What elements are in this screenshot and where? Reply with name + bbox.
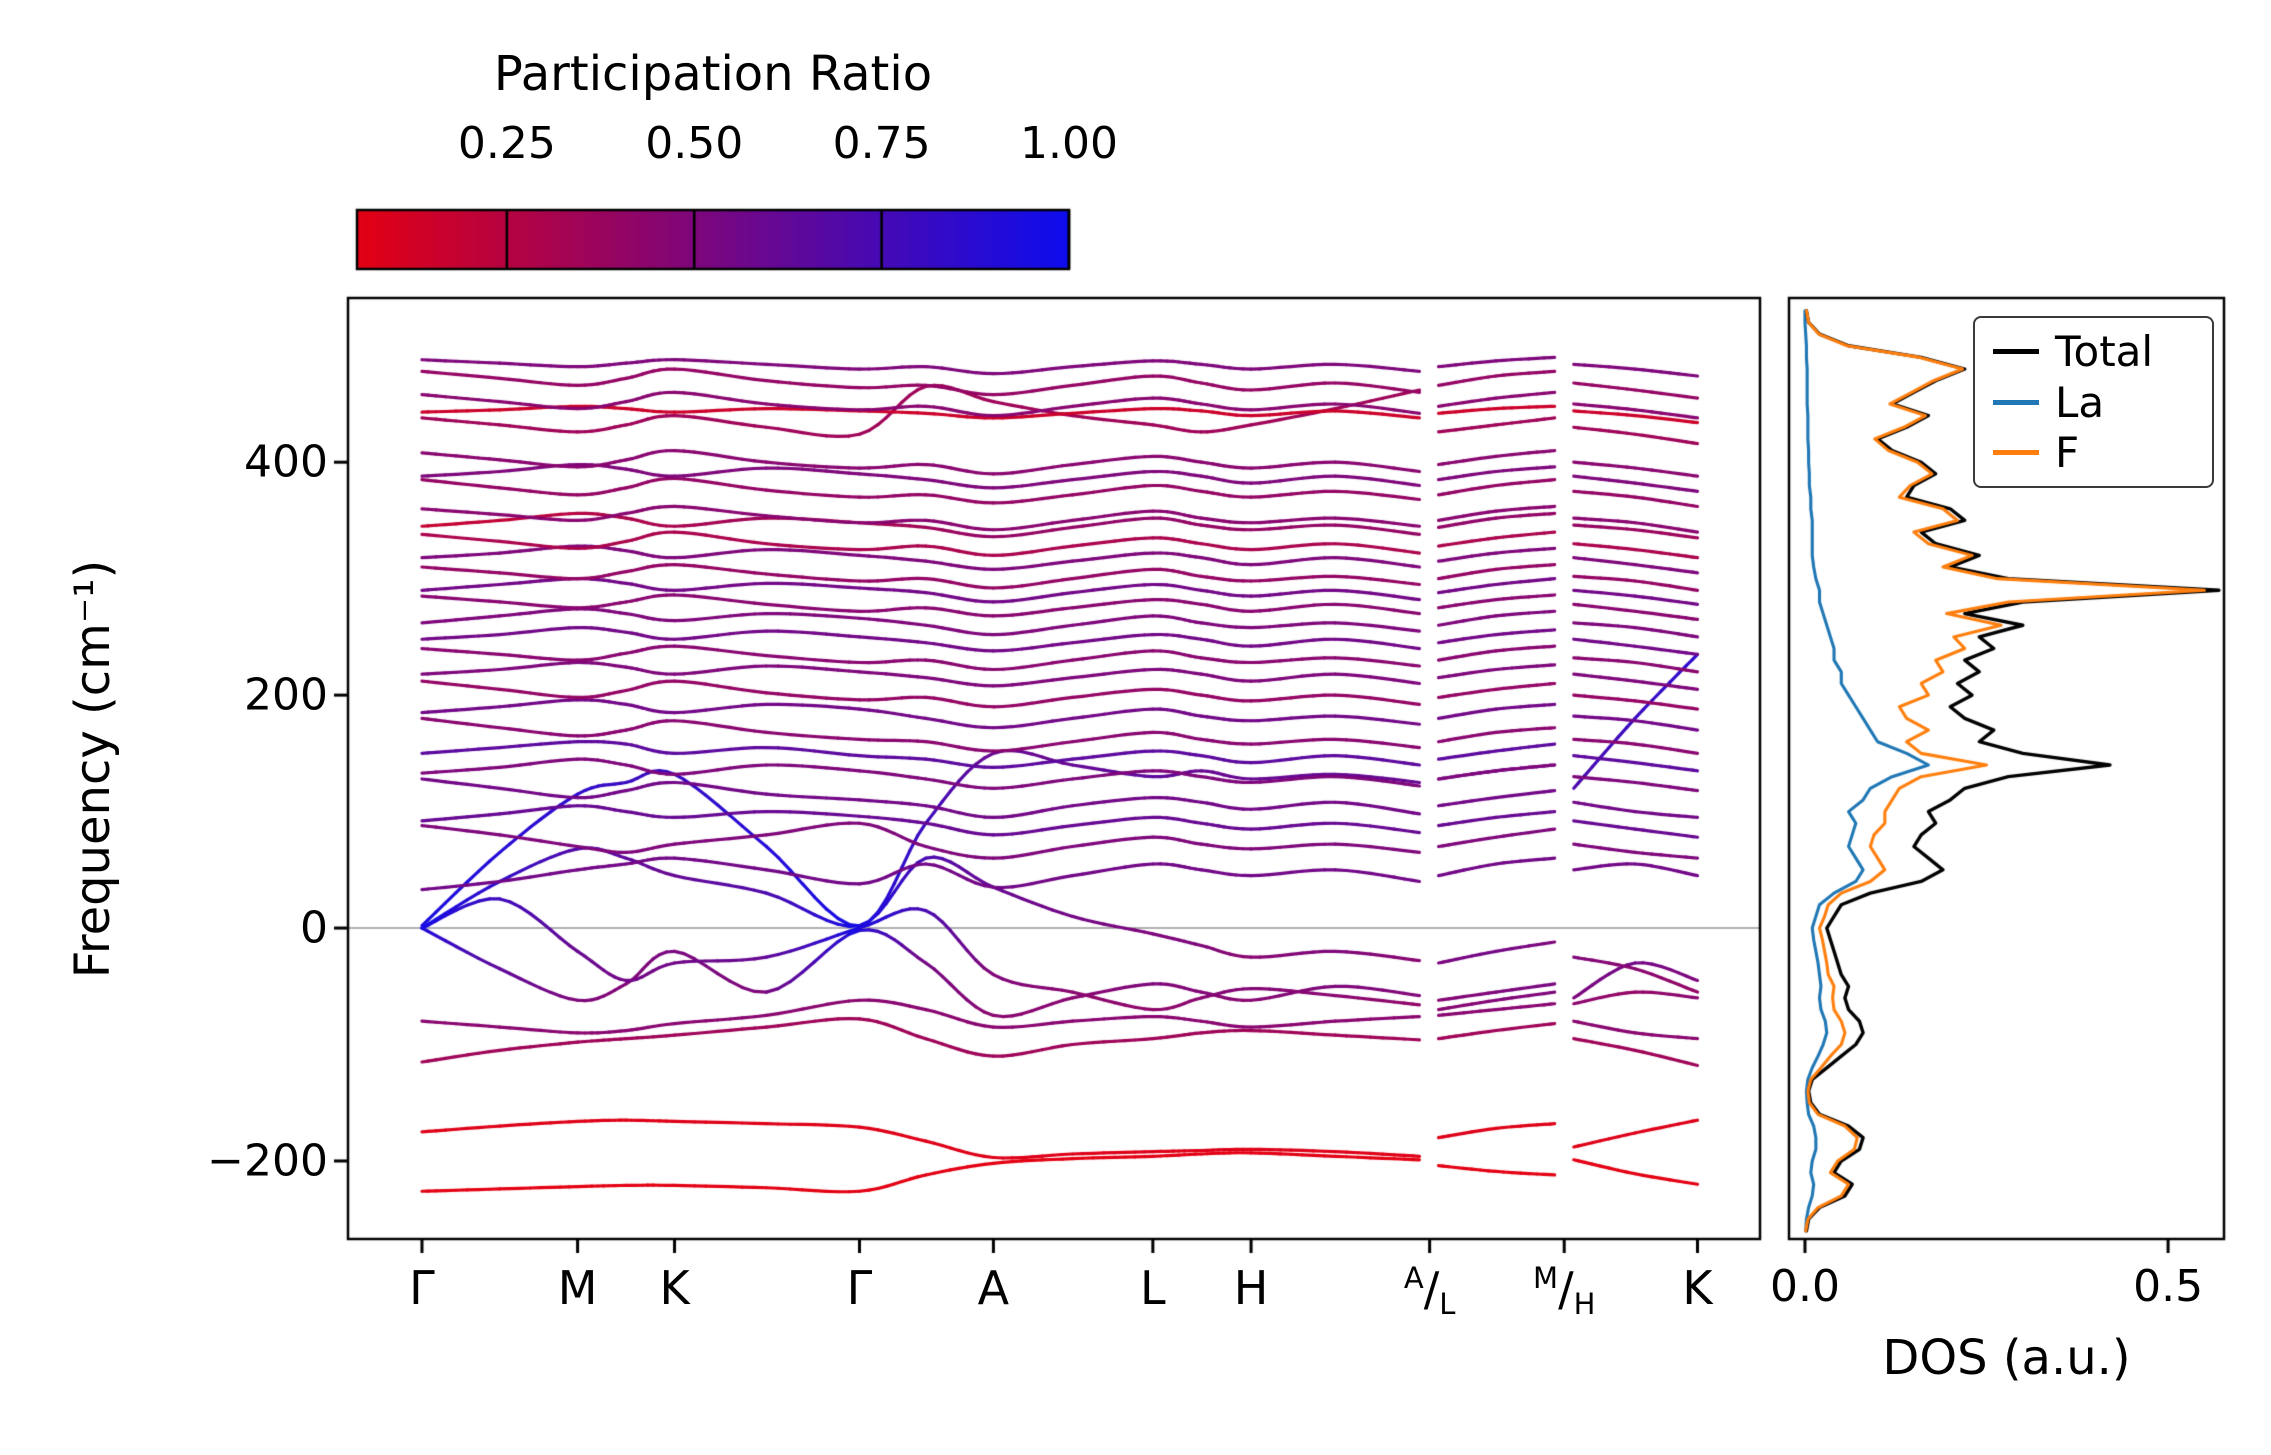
colorbar-tick-label: 0.75 [832, 118, 931, 169]
x-tick-superscript: M [1533, 1261, 1559, 1295]
legend-entry-la: La [1993, 377, 2194, 428]
x-tick-label: A [977, 1261, 1010, 1315]
legend-line-swatch [1993, 348, 2039, 354]
colorbar-tick-label: 1.00 [1020, 118, 1118, 169]
legend-entry-f: F [1993, 427, 2194, 478]
x-tick-label: Γ [846, 1261, 873, 1315]
legend-label: Total [2055, 326, 2154, 376]
dos-axis-label: DOS (a.u.) [1882, 1330, 2131, 1386]
x-tick-subscript: L [1439, 1287, 1456, 1321]
x-tick-label: M/H [1533, 1261, 1596, 1321]
dos-tick-label: 0.5 [2133, 1261, 2204, 1312]
legend-label: F [2055, 428, 2080, 478]
legend-entry-total: Total [1993, 326, 2194, 377]
colorbar-tick-label: 0.50 [645, 118, 744, 169]
x-tick-label: Γ [409, 1261, 435, 1315]
x-tick-subscript: H [1573, 1287, 1596, 1321]
legend: Total La F [1973, 316, 2214, 488]
x-tick-superscript: A [1403, 1261, 1424, 1295]
colorbar-tick-label: 0.25 [457, 118, 556, 169]
x-tick-label: M [557, 1261, 598, 1315]
legend-line-swatch [1993, 399, 2039, 405]
x-tick-label: K [1682, 1261, 1713, 1315]
dos-tick-label: 0.0 [1769, 1261, 1840, 1312]
colorbar-title: Participation Ratio [493, 46, 933, 102]
x-tick-label: L [1140, 1261, 1166, 1315]
y-axis-label: Frequency (cm⁻¹) [65, 559, 121, 978]
legend-label: La [2055, 377, 2105, 427]
legend-line-swatch [1993, 450, 2039, 456]
x-tick-label: H [1233, 1261, 1269, 1315]
y-tick-label: −200 [207, 1135, 328, 1187]
y-tick-label: 200 [244, 669, 328, 721]
x-tick-label: A/L [1403, 1261, 1456, 1321]
y-tick-label: 0 [300, 902, 328, 954]
x-tick-label: K [659, 1261, 690, 1315]
y-tick-label: 400 [244, 436, 328, 488]
